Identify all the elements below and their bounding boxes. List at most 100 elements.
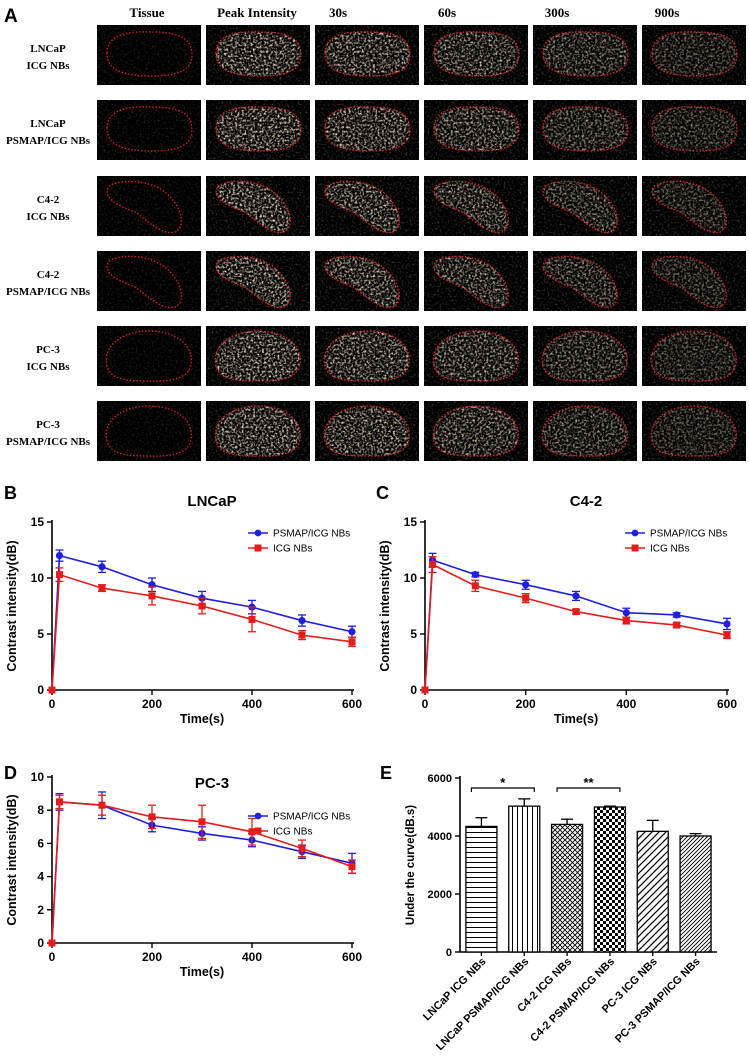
- data-point: [98, 563, 106, 571]
- x-tick-label: 0: [422, 697, 429, 711]
- ultrasound-image: [97, 401, 201, 461]
- enhancement-speckle: [325, 106, 410, 151]
- panel-label-e: E: [380, 763, 392, 783]
- ultrasound-image: [315, 25, 419, 85]
- ultrasound-image: [424, 25, 528, 85]
- tissue-speckle: [97, 401, 201, 461]
- y-tick-label: 6000: [428, 773, 452, 785]
- data-point: [471, 582, 479, 590]
- enhancement-speckle: [216, 106, 301, 151]
- x-tick-label: 600: [342, 950, 362, 964]
- ultrasound-image: [533, 326, 637, 386]
- ultrasound-image: [424, 176, 528, 236]
- data-point: [673, 611, 681, 619]
- roi-outline: [651, 180, 728, 234]
- panel-label-d: D: [4, 763, 17, 783]
- roi-outline: [541, 405, 628, 457]
- ultrasound-image: [642, 401, 746, 461]
- roi-outline: [433, 255, 510, 309]
- bar: [636, 830, 669, 953]
- x-tick-label: 400: [242, 950, 262, 964]
- y-axis-label: Contrast intensity(dB): [378, 540, 392, 671]
- enhancement-speckle: [433, 331, 519, 382]
- row-label-3-line1: C4-2: [37, 269, 60, 281]
- row-label-4-line2: ICG NBs: [26, 361, 70, 373]
- ultrasound-image: [206, 25, 310, 85]
- x-tick-label: 400: [616, 697, 636, 711]
- data-point: [429, 561, 437, 569]
- row-label-5-line1: PC-3: [36, 419, 60, 431]
- legend-marker: [254, 544, 262, 552]
- enhancement-speckle: [542, 331, 628, 382]
- bar: [508, 805, 541, 953]
- data-point: [348, 638, 356, 646]
- series-line: [424, 558, 728, 691]
- roi-outline: [650, 405, 737, 457]
- tissue-speckle: [97, 100, 201, 160]
- legend-marker: [254, 529, 262, 537]
- data-point: [98, 801, 106, 809]
- data-point: [622, 609, 630, 617]
- series-psmap-icg-nbs: [421, 552, 731, 694]
- data-point: [723, 620, 731, 628]
- legend-marker: [254, 827, 262, 835]
- column-header-0: Tissue: [129, 5, 164, 20]
- roi-outline: [433, 106, 520, 152]
- series-line: [51, 801, 353, 944]
- roi-outline: [105, 330, 192, 382]
- bar: [465, 825, 498, 953]
- roi-outline: [215, 31, 302, 77]
- legend-label: PSMAP/ICG NBs: [273, 529, 350, 540]
- data-point: [522, 594, 530, 602]
- legend-label: PSMAP/ICG NBs: [650, 529, 727, 540]
- data-point: [421, 686, 429, 694]
- x-tick-label: C4-2 PSMAP/ICG NBs: [528, 956, 617, 1045]
- roi-outline: [433, 180, 510, 234]
- bar: [593, 806, 627, 953]
- data-point: [55, 552, 64, 560]
- y-tick-label: 10: [404, 571, 418, 585]
- roi-outline: [106, 180, 183, 234]
- data-point: [298, 844, 306, 852]
- x-tick-label: 200: [516, 697, 536, 711]
- roi-outline: [651, 31, 738, 77]
- ultrasound-image: [206, 176, 310, 236]
- significance-label: **: [583, 775, 594, 790]
- row-label-1-line2: PSMAP/ICG NBs: [6, 135, 91, 147]
- enhancement-speckle: [652, 106, 737, 151]
- legend-marker: [631, 529, 639, 537]
- enhancement-speckle: [325, 31, 410, 76]
- legend-marker: [631, 544, 639, 552]
- enhancement-speckle: [543, 31, 628, 76]
- row-label-2-line2: ICG NBs: [26, 211, 70, 223]
- column-header-2: 30s: [329, 5, 347, 20]
- series-line: [424, 563, 728, 691]
- ultrasound-image: [642, 176, 746, 236]
- roi-outline: [106, 255, 183, 309]
- data-point: [723, 631, 731, 639]
- enhancement-speckle: [542, 406, 628, 457]
- roi-outline: [324, 106, 411, 152]
- y-axis-label: Contrast intensity(dB): [5, 794, 19, 925]
- roi-outline: [650, 330, 737, 382]
- panel-b-line-chart: B LNCaP 0 5 10 15 0 200 400 600 Time(s) Contrast in…: [4, 483, 362, 726]
- roi-outline: [542, 31, 629, 77]
- ultrasound-image: [533, 251, 637, 311]
- ultrasound-image: [424, 326, 528, 386]
- roi-outline: [324, 255, 401, 309]
- legend-label: PSMAP/ICG NBs: [273, 812, 350, 823]
- y-tick-label: 0: [410, 683, 417, 697]
- roi-outline: [542, 106, 629, 152]
- ultrasound-image: [424, 251, 528, 311]
- y-tick-label: 2000: [428, 889, 452, 901]
- data-point: [98, 584, 106, 592]
- y-tick-label: 4000: [428, 831, 452, 843]
- y-axis-label: Under the curve(dB.s): [405, 805, 417, 925]
- chart-title: PC-3: [195, 775, 229, 792]
- data-point: [348, 628, 356, 636]
- ultrasound-image: [424, 401, 528, 461]
- enhancement-speckle: [215, 331, 301, 382]
- ultrasound-image: [642, 326, 746, 386]
- roi-outline: [215, 180, 292, 234]
- chart-title: LNCaP: [187, 493, 236, 510]
